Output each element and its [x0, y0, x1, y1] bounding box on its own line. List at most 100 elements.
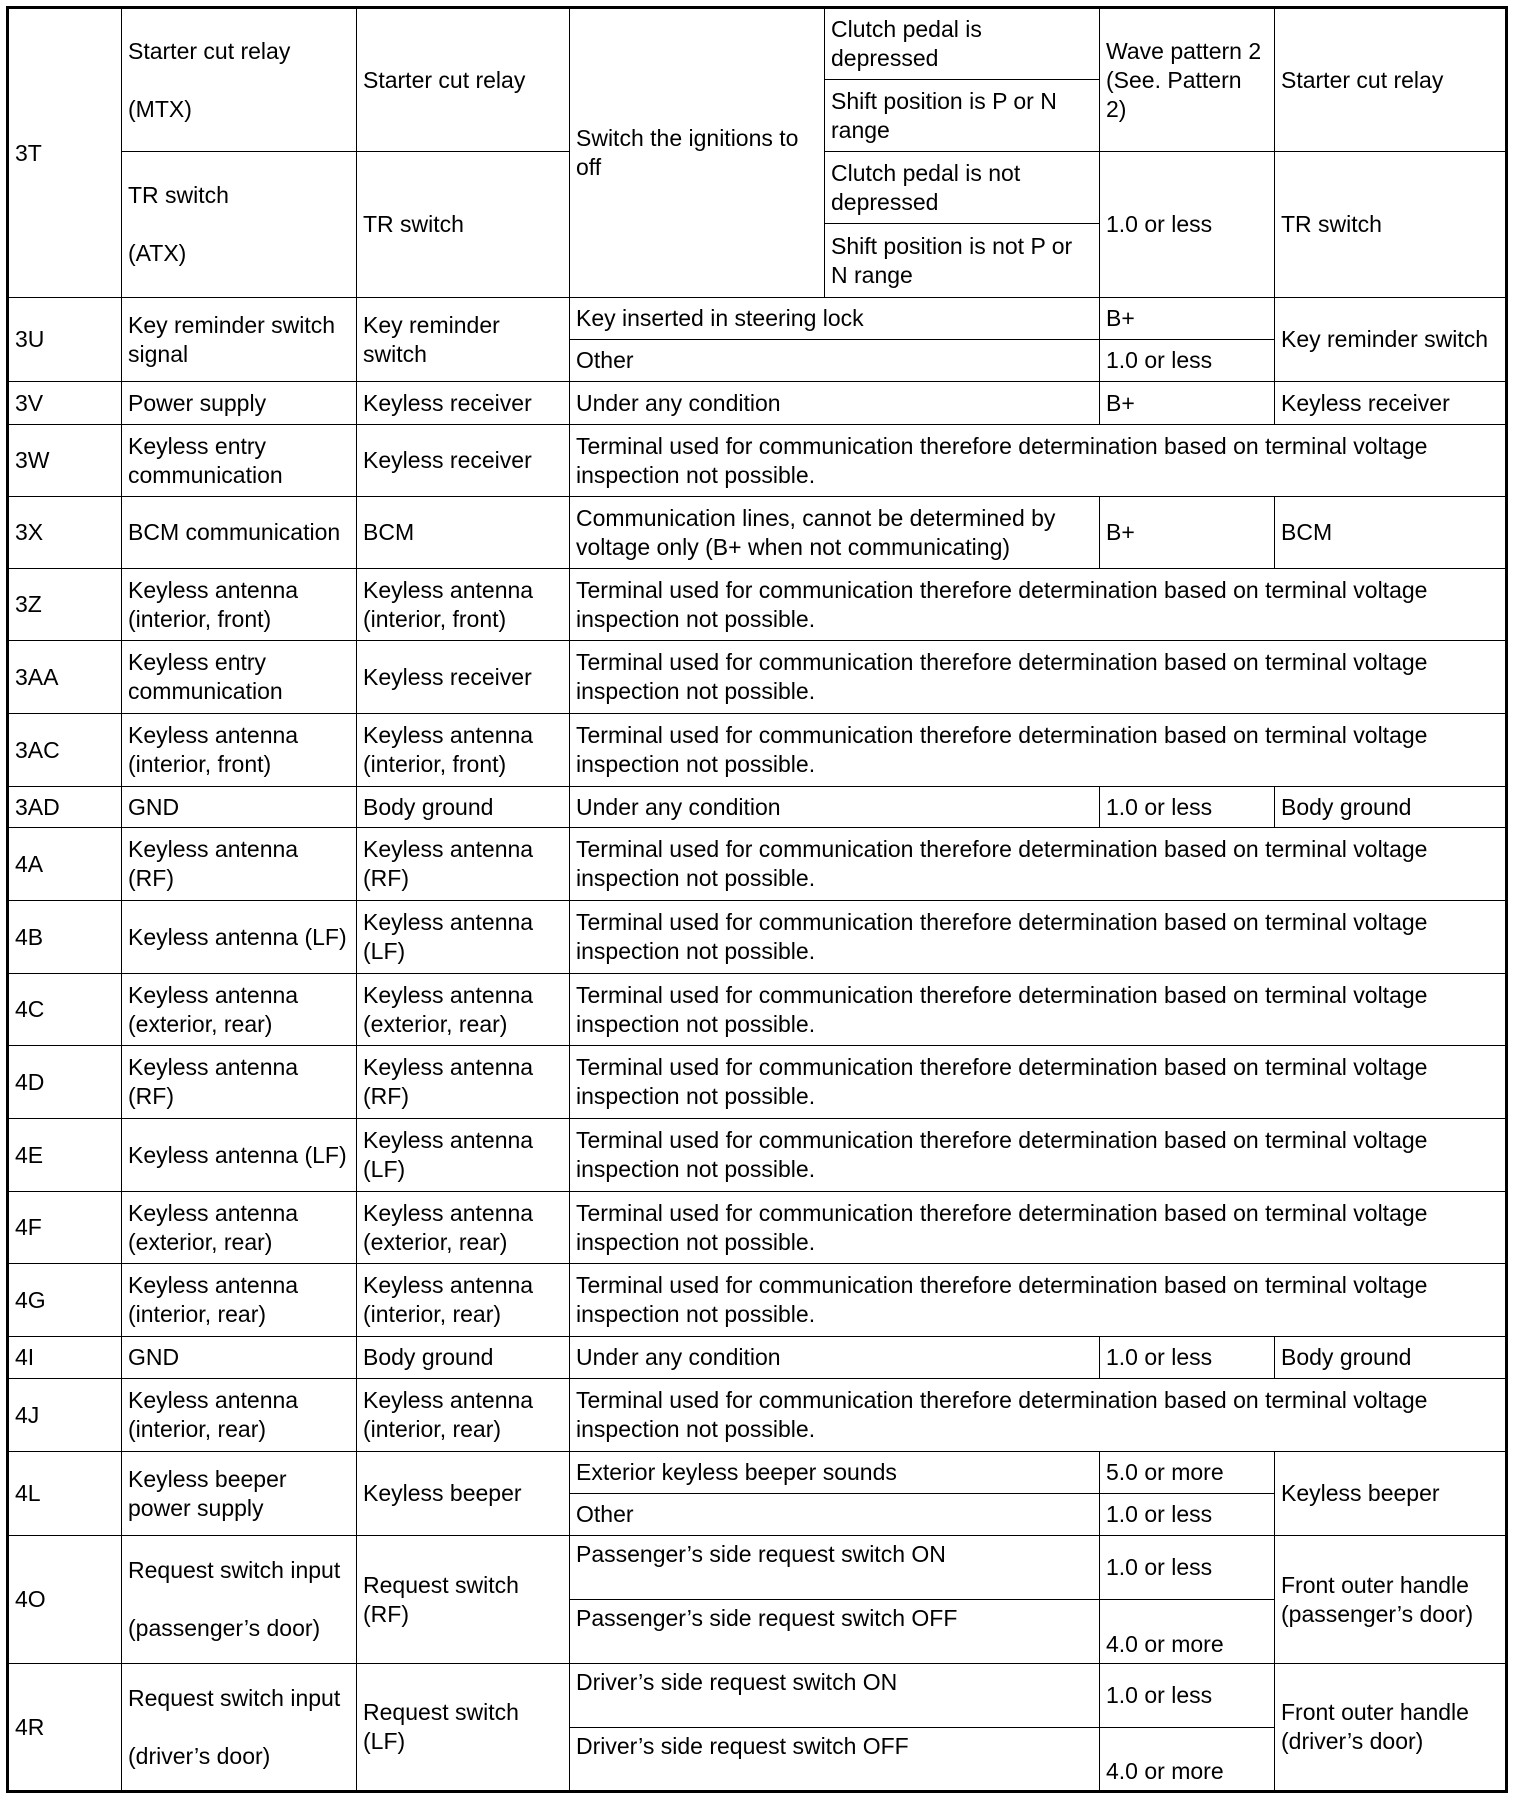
- table-cell: Terminal used for communication therefor…: [569, 640, 1507, 714]
- table-cell: Keyless antenna (RF): [121, 1045, 357, 1119]
- table-cell: Shift position is not P or N range: [824, 223, 1100, 298]
- table-cell: 3T: [7, 7, 122, 298]
- table-cell: 4O: [7, 1535, 122, 1664]
- table-cell: Keyless antenna (LF): [356, 1118, 570, 1192]
- table-cell: Exterior keyless beeper sounds: [569, 1451, 1100, 1494]
- table-cell: Keyless receiver: [356, 640, 570, 714]
- table-cell: Keyless antenna (interior, rear): [121, 1263, 357, 1337]
- table-cell: Keyless antenna (interior, rear): [356, 1378, 570, 1452]
- table-cell: Keyless receiver: [356, 381, 570, 425]
- table-cell: Driver’s side request switch ON: [569, 1663, 1100, 1728]
- table-row: 4J Keyless antenna (interior, rear) Keyles…: [7, 1378, 1507, 1452]
- table-cell: Terminal used for communication therefor…: [569, 973, 1507, 1046]
- table-cell: Keyless antenna (LF): [121, 1118, 357, 1192]
- table-cell: Keyless antenna (exterior, rear): [121, 1191, 357, 1264]
- table-cell: GND: [121, 786, 357, 828]
- table-row: 3V Power supply Keyless receiver Under any …: [7, 381, 1507, 425]
- table-cell: Shift position is P or N range: [824, 79, 1100, 152]
- table-cell: Keyless antenna (interior, rear): [356, 1263, 570, 1337]
- table-cell: Front outer handle (driver’s door): [1274, 1663, 1507, 1792]
- table-cell: Terminal used for communication therefor…: [569, 1263, 1507, 1337]
- table-row: 3U Key reminder switch signal Key reminder…: [7, 297, 1507, 382]
- table-cell: 5.0 or more: [1099, 1451, 1275, 1494]
- table-cell: 4L: [7, 1451, 122, 1536]
- table-cell: Terminal used for communication therefor…: [569, 713, 1507, 787]
- table-cell: Terminal used for communication therefor…: [569, 1118, 1507, 1192]
- table-cell: Keyless antenna (exterior, rear): [356, 1191, 570, 1264]
- table-cell: Keyless antenna (exterior, rear): [356, 973, 570, 1046]
- table-cell: Clutch pedal is not depressed: [824, 151, 1100, 224]
- table-row: 3X BCM communication BCM Communication line…: [7, 496, 1507, 569]
- table-cell: Request switch (RF): [356, 1535, 570, 1664]
- table-cell: Driver’s side request switch OFF: [569, 1727, 1100, 1792]
- table-cell: Front outer handle (passenger’s door): [1274, 1535, 1507, 1664]
- table-cell: Keyless antenna (interior, rear): [121, 1378, 357, 1452]
- table-cell: 4D: [7, 1045, 122, 1119]
- table-cell: Body ground: [356, 786, 570, 828]
- table-cell: 3U: [7, 297, 122, 382]
- table-cell: Key reminder switch: [1274, 297, 1507, 382]
- table-cell: 1.0 or less: [1099, 1493, 1275, 1536]
- table-row: Shift position is P or N range: [8, 79, 1507, 152]
- table-cell: Body ground: [356, 1336, 570, 1379]
- table-row: 3AD GND Body ground Under any condition 1.0 …: [7, 786, 1507, 828]
- table-cell: BCM: [356, 496, 570, 569]
- table-cell: 4B: [7, 900, 122, 974]
- table-cell: Starter cut relay: [356, 7, 570, 152]
- table-cell: Terminal used for communication therefor…: [569, 900, 1507, 974]
- table-cell: Passenger’s side request switch OFF: [569, 1599, 1100, 1664]
- table-cell: 4F: [7, 1191, 122, 1264]
- table-cell: 1.0 or less: [1099, 151, 1275, 298]
- table-row: Driver’s side request switch OFF 4.0 or m…: [8, 1727, 1507, 1792]
- table-row: 3Z Keyless antenna (interior, front) Keyle…: [7, 568, 1507, 641]
- table-cell: BCM: [1274, 496, 1507, 569]
- table-row: 4C Keyless antenna (exterior, rear) Keyles…: [7, 973, 1507, 1046]
- table-cell: 4A: [7, 827, 122, 901]
- table-cell: Body ground: [1274, 786, 1507, 828]
- table-cell: Keyless entry communication: [121, 640, 357, 714]
- table-cell: 1.0 or less: [1099, 1336, 1275, 1379]
- table-cell: Keyless beeper: [1274, 1451, 1507, 1536]
- table-cell: 4E: [7, 1118, 122, 1192]
- table-cell: Terminal used for communication therefor…: [569, 424, 1507, 497]
- table-cell: Keyless antenna (RF): [121, 827, 357, 901]
- table-row: 4B Keyless antenna (LF) Keyless antenna (L…: [7, 900, 1507, 974]
- table-cell: Terminal used for communication therefor…: [569, 1045, 1507, 1119]
- table-row: Passenger’s side request switch OFF 4.0 o…: [8, 1599, 1507, 1664]
- table-cell: B+: [1099, 496, 1275, 569]
- table-cell: 4J: [7, 1378, 122, 1452]
- table-row: 4D Keyless antenna (RF) Keyless antenna (R…: [7, 1045, 1507, 1119]
- table-cell: 4.0 or more: [1099, 1727, 1275, 1792]
- table-row: 4F Keyless antenna (exterior, rear) Keyles…: [7, 1191, 1507, 1264]
- table-cell: Power supply: [121, 381, 357, 425]
- table-cell: Under any condition: [569, 381, 1100, 425]
- table-cell: Starter cut relay: [1274, 7, 1507, 152]
- table-cell: Keyless antenna (RF): [356, 1045, 570, 1119]
- table-cell: 4.0 or more: [1099, 1599, 1275, 1664]
- table-cell: Request switch input (driver’s door): [121, 1663, 357, 1792]
- table-row: 4O Request switch input (passenger’s door…: [7, 1535, 1507, 1664]
- table-cell: Under any condition: [569, 786, 1100, 828]
- table-cell: 1.0 or less: [1099, 786, 1275, 828]
- table-cell: Wave pattern 2 (See. Pattern 2): [1099, 7, 1275, 152]
- table-row: 4E Keyless antenna (LF) Keyless antenna (L…: [7, 1118, 1507, 1192]
- table-row: 4G Keyless antenna (interior, rear) Keyles…: [7, 1263, 1507, 1337]
- table-cell: Keyless entry communication: [121, 424, 357, 497]
- table-cell: 3AD: [7, 786, 122, 828]
- table-cell: Body ground: [1274, 1336, 1507, 1379]
- table-cell: BCM communication: [121, 496, 357, 569]
- table-row: 3T Starter cut relay (MTX) Starter cut rel…: [7, 7, 1507, 298]
- table-cell: Keyless antenna (interior, front): [121, 568, 357, 641]
- table-row: 3AC Keyless antenna (interior, front) Keyl…: [7, 713, 1507, 787]
- table-cell: 1.0 or less: [1099, 339, 1275, 382]
- table-cell: Key inserted in steering lock: [569, 297, 1100, 340]
- table-cell: GND: [121, 1336, 357, 1379]
- table-row: 4L Keyless beeper power supply Keyless bee…: [7, 1451, 1507, 1536]
- table-cell: Switch the ignitions to off: [569, 7, 825, 298]
- table-cell: Keyless antenna (LF): [121, 900, 357, 974]
- table-row: Other 1.0 or less: [8, 1493, 1507, 1536]
- table-cell: Clutch pedal is depressed: [824, 7, 1100, 80]
- table-body: 3T Starter cut relay (MTX) Starter cut rel…: [7, 7, 1507, 1792]
- table-cell: Under any condition: [569, 1336, 1100, 1379]
- table-row: 3W Keyless entry communication Keyless rec…: [7, 424, 1507, 497]
